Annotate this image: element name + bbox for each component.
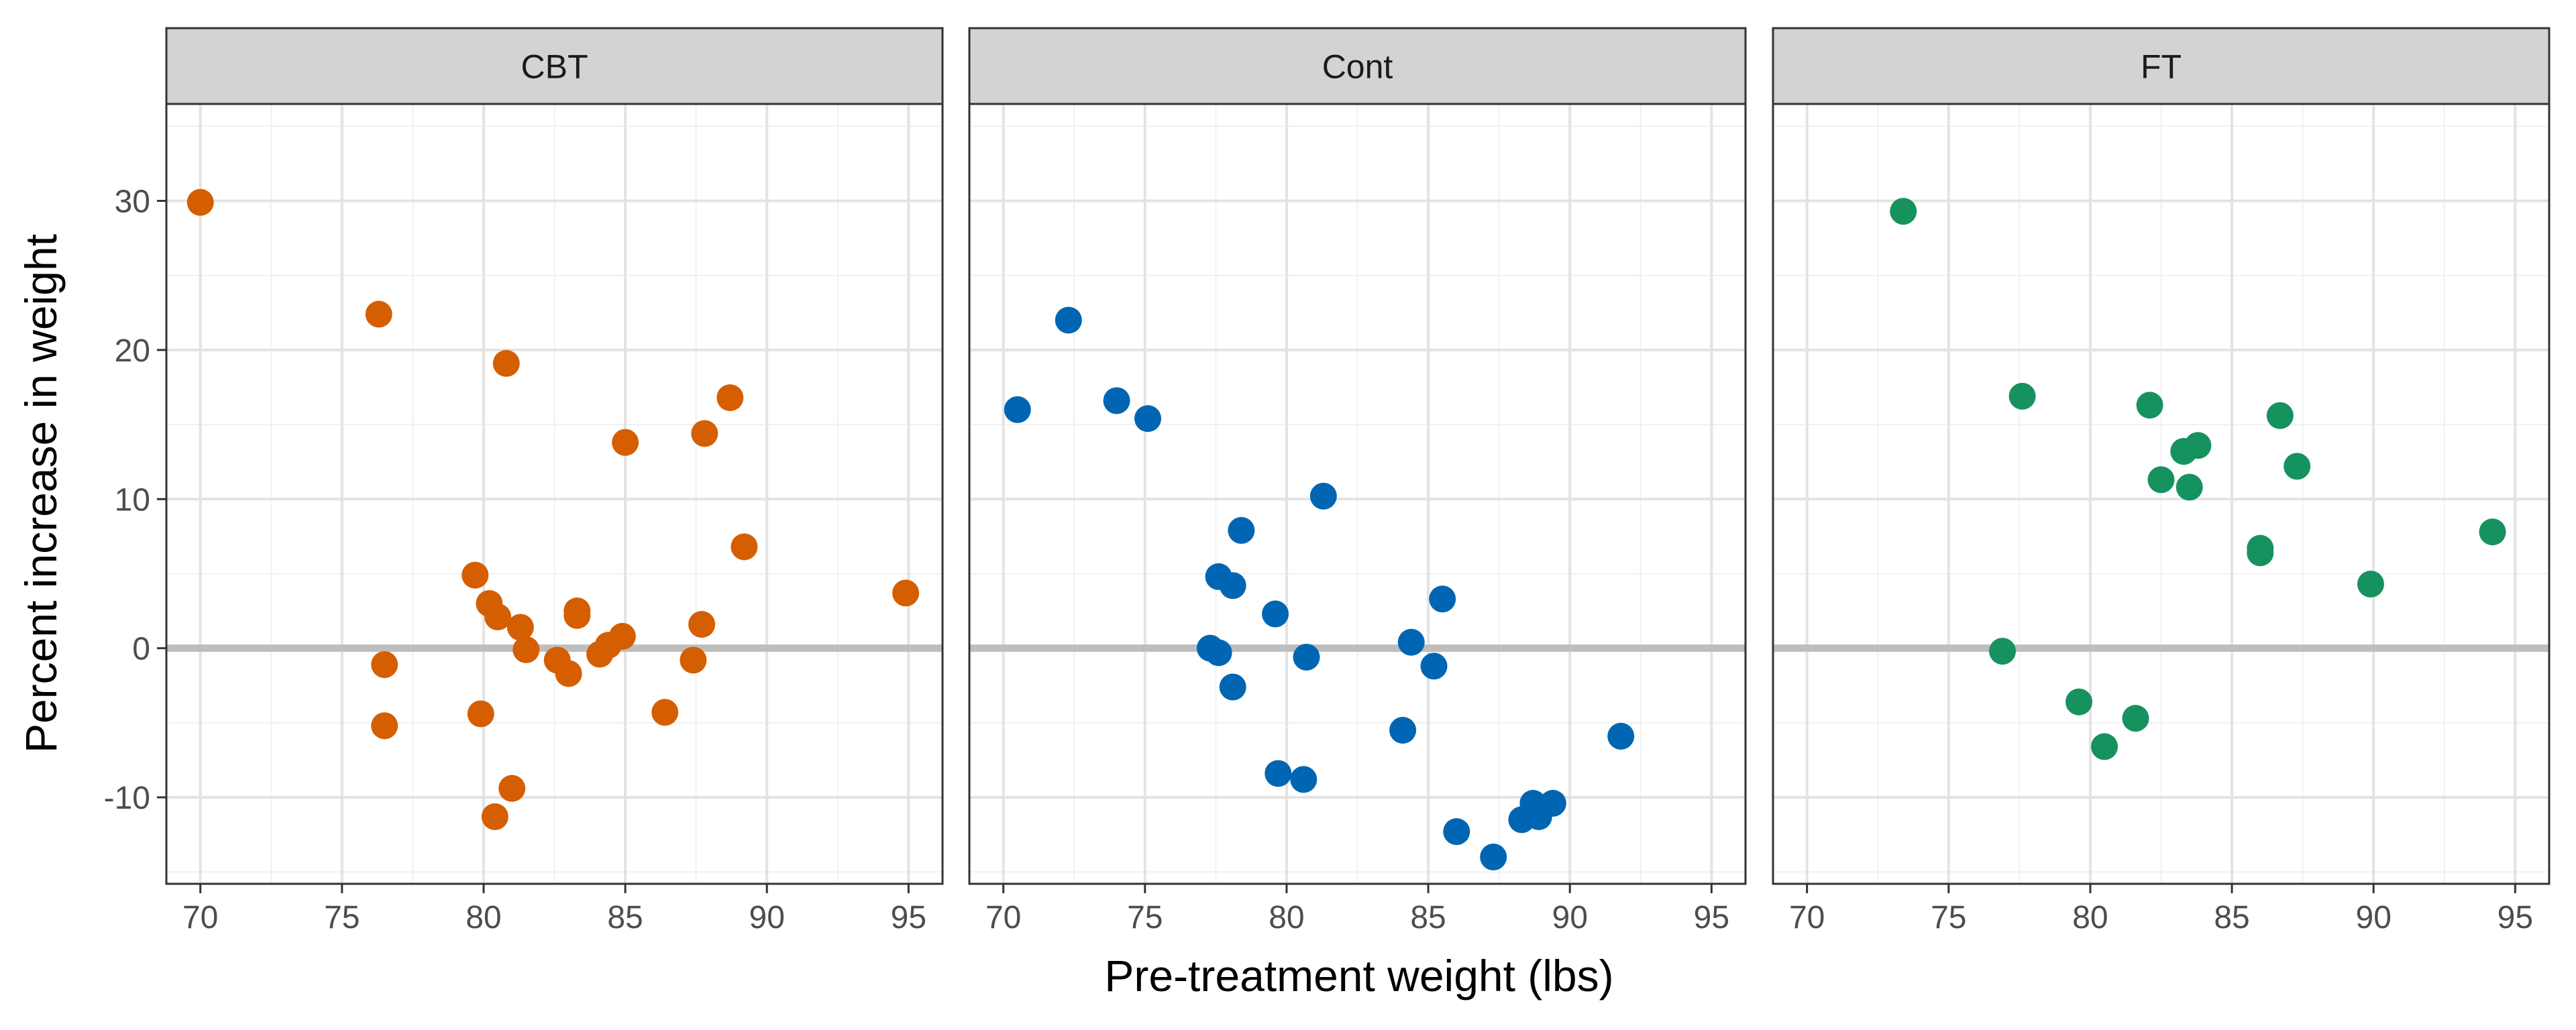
data-point-cbt <box>680 646 707 674</box>
data-point-ft <box>2284 453 2311 480</box>
data-point-cbt <box>892 579 920 607</box>
facet-strip <box>165 27 944 105</box>
data-point-cbt <box>506 614 534 641</box>
data-point-cont <box>1293 643 1320 671</box>
data-point-cont <box>1004 396 1031 423</box>
data-point-cbt <box>498 775 526 802</box>
data-point-cont <box>1429 585 1456 613</box>
facet-panel-ft: FT 70 75 80 85 90 95 <box>1772 27 2551 935</box>
facet-strip <box>968 27 1747 105</box>
facet-strip-label: Cont <box>1322 48 1393 86</box>
y-tick-label: 0 <box>132 632 150 667</box>
y-axis-title: Percent increase in weight <box>16 234 66 753</box>
y-tick-label: 20 <box>115 333 150 369</box>
data-point-ft <box>2170 438 2198 465</box>
data-point-ft <box>2147 466 2175 494</box>
facet-strip-label: CBT <box>521 48 588 86</box>
data-point-cbt <box>513 636 540 663</box>
x-tick-label: 95 <box>891 900 926 935</box>
data-point-cbt <box>651 699 679 726</box>
data-point-ft <box>2065 688 2093 716</box>
data-point-cbt <box>186 188 214 216</box>
data-point-cont <box>1607 722 1635 750</box>
data-point-cont <box>1265 760 1292 787</box>
x-tick-label: 95 <box>2498 900 2533 935</box>
data-point-ft <box>2479 518 2506 546</box>
data-point-ft <box>2091 733 2118 760</box>
facet-strip <box>1772 27 2551 105</box>
data-point-cbt <box>492 349 520 377</box>
x-tick-label: 90 <box>2356 900 2392 935</box>
data-point-cont <box>1290 766 1318 793</box>
data-point-cbt <box>484 603 512 630</box>
data-point-ft <box>1989 638 2017 665</box>
facet-panel-cbt: CBT 70 75 80 85 90 95 <box>165 27 944 935</box>
x-tick-label: 85 <box>2214 900 2249 935</box>
x-tick-label: 75 <box>324 900 360 935</box>
data-point-cont <box>1103 387 1130 414</box>
data-point-ft <box>2247 539 2274 567</box>
data-point-cbt <box>586 640 614 668</box>
y-tick-label: 30 <box>115 184 150 220</box>
data-point-cont <box>1309 482 1337 510</box>
data-point-cont <box>1205 639 1232 667</box>
facet-panels: CBT 70 75 80 85 90 95 Cont 70 75 80 85 90 95 FT 70 75 80 8… <box>165 27 2551 935</box>
x-tick-label: 75 <box>1931 900 1966 935</box>
data-point-cont <box>1508 806 1536 834</box>
x-tick-label: 85 <box>1410 900 1446 935</box>
data-point-cbt <box>555 660 582 687</box>
data-point-ft <box>2122 705 2149 732</box>
data-point-cbt <box>365 300 392 328</box>
x-tick-label: 80 <box>2072 900 2108 935</box>
x-tick-label: 70 <box>182 900 218 935</box>
data-point-cbt <box>716 384 744 412</box>
data-point-cbt <box>612 428 639 456</box>
data-point-ft <box>2357 571 2384 598</box>
data-point-cont <box>1228 516 1255 544</box>
data-point-ft <box>2266 402 2294 429</box>
data-point-cbt <box>481 803 508 830</box>
data-point-cont <box>1397 628 1425 656</box>
y-tick-label: -10 <box>104 781 150 816</box>
data-point-cbt <box>731 533 758 561</box>
x-tick-label: 85 <box>607 900 643 935</box>
data-point-cbt <box>371 712 398 740</box>
data-point-cont <box>1219 572 1246 599</box>
data-point-cbt <box>691 420 718 447</box>
y-axis-ticks: -10 0 10 20 30 <box>104 184 166 816</box>
data-point-cont <box>1443 818 1470 846</box>
data-point-ft <box>2176 473 2203 501</box>
facet-strip-label: FT <box>2141 48 2182 86</box>
data-point-cont <box>1262 600 1289 628</box>
x-tick-label: 70 <box>985 900 1021 935</box>
data-point-cbt <box>688 611 716 638</box>
data-point-cbt <box>564 602 591 629</box>
x-tick-label: 70 <box>1789 900 1825 935</box>
data-point-cont <box>1389 716 1417 744</box>
x-tick-label: 90 <box>749 900 785 935</box>
data-point-cont <box>1420 652 1448 680</box>
facet-panel-cont: Cont 70 75 80 85 90 95 <box>968 27 1747 935</box>
data-point-ft <box>2136 392 2163 419</box>
data-point-ft <box>2008 382 2036 410</box>
data-point-cont <box>1480 843 1507 870</box>
x-tick-label: 90 <box>1552 900 1588 935</box>
data-point-cont <box>1219 673 1246 701</box>
x-tick-label: 80 <box>466 900 501 935</box>
data-point-ft <box>1890 198 1917 225</box>
y-tick-label: 10 <box>115 482 150 518</box>
x-tick-label: 75 <box>1127 900 1163 935</box>
x-axis-title: Pre-treatment weight (lbs) <box>1104 951 1613 1000</box>
data-point-cbt <box>371 651 398 679</box>
data-point-cont <box>1055 306 1082 334</box>
x-tick-label: 80 <box>1269 900 1304 935</box>
data-point-cbt <box>462 561 489 589</box>
x-tick-label: 95 <box>1694 900 1729 935</box>
data-point-cont <box>1134 405 1162 433</box>
data-point-cbt <box>467 700 494 728</box>
